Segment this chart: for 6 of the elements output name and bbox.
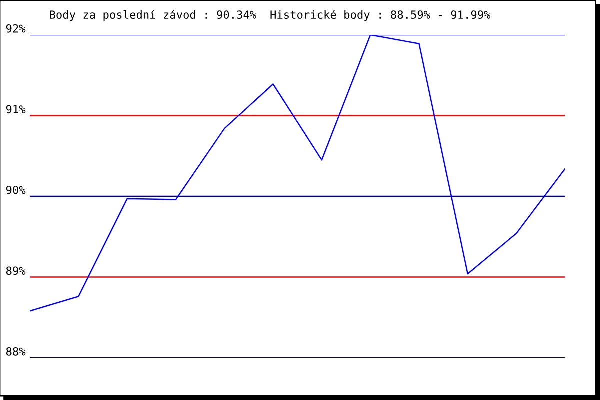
y-tick-label: 92%: [6, 24, 26, 33]
chart-title: Body za poslední závod : 90.34% Historické body : 88.59% - 91.99%: [50, 10, 491, 22]
y-tick-label: 89%: [6, 266, 26, 276]
y-tick-label: 91%: [6, 105, 26, 114]
y-tick-label: 90%: [6, 186, 26, 194]
y-tick-label: 88%: [6, 347, 26, 356]
